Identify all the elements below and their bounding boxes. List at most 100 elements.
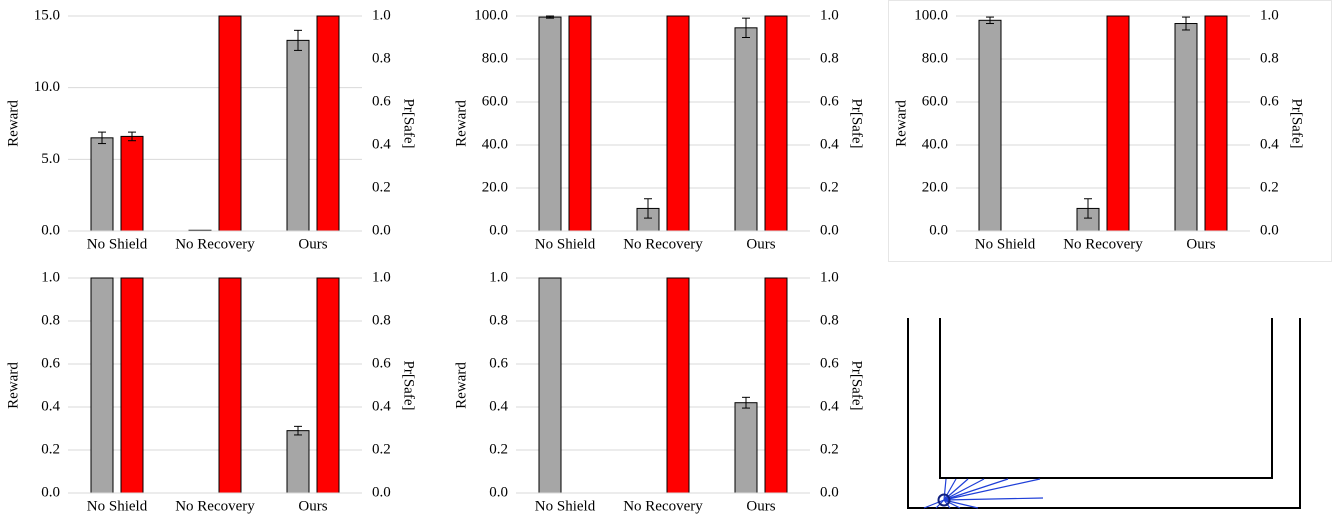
y2-tick-label: 0.6: [820, 93, 839, 109]
x-tick-label: Ours: [1186, 236, 1215, 252]
y-tick-label: 80.0: [922, 50, 948, 66]
y2-tick-label: 0.6: [372, 93, 391, 109]
chart-panel: 0.00.20.40.60.81.00.00.20.40.60.81.0Rewa…: [0, 262, 440, 518]
y-tick-label: 1.0: [489, 269, 508, 285]
x-tick-label: Ours: [298, 236, 327, 252]
y-tick-label: 0.4: [41, 398, 60, 414]
y2-axis-label: Pr[Safe]: [401, 99, 417, 149]
y2-tick-label: 0.4: [372, 136, 391, 152]
y2-tick-label: 0.8: [820, 312, 839, 328]
inner-wall: [940, 318, 1272, 478]
y-tick-label: 40.0: [482, 136, 508, 152]
bar: [121, 278, 143, 493]
y-axis-label: Reward: [453, 362, 469, 409]
y-tick-label: 100.0: [474, 7, 508, 23]
y-tick-label: 20.0: [482, 179, 508, 195]
y2-tick-label: 0.8: [372, 312, 391, 328]
chart-panel: 0.020.040.060.080.0100.00.00.20.40.60.81…: [448, 0, 888, 259]
y-axis-label: Reward: [893, 100, 909, 147]
bar: [317, 278, 339, 493]
y-tick-label: 80.0: [482, 50, 508, 66]
y2-tick-label: 0.2: [372, 441, 391, 457]
y2-tick-label: 0.0: [372, 484, 391, 500]
y-tick-label: 0.0: [41, 222, 60, 238]
y-tick-label: 0.2: [489, 441, 508, 457]
bar: [667, 16, 689, 231]
bar: [287, 40, 309, 231]
y-tick-label: 0.0: [41, 484, 60, 500]
y2-tick-label: 0.4: [820, 398, 839, 414]
y2-tick-label: 0.2: [372, 179, 391, 195]
y-axis-label: Reward: [453, 100, 469, 147]
y-tick-label: 0.0: [489, 484, 508, 500]
bar: [539, 17, 561, 231]
y2-tick-label: 0.2: [820, 179, 839, 195]
y2-tick-label: 0.8: [372, 50, 391, 66]
y-tick-label: 0.8: [41, 312, 60, 328]
bar: [735, 403, 757, 493]
y-tick-label: 0.6: [41, 355, 60, 371]
y-tick-label: 0.4: [489, 398, 508, 414]
x-tick-label: No Recovery: [623, 236, 703, 252]
y2-tick-label: 0.0: [372, 222, 391, 238]
y2-tick-label: 0.4: [820, 136, 839, 152]
chart-panel: 0.00.20.40.60.81.00.00.20.40.60.81.0Rewa…: [448, 262, 888, 518]
y2-tick-label: 0.0: [1260, 222, 1279, 238]
bar: [317, 16, 339, 231]
y2-tick-label: 0.0: [820, 484, 839, 500]
bar: [219, 16, 241, 231]
y2-tick-label: 0.8: [1260, 50, 1279, 66]
y2-tick-label: 0.6: [820, 355, 839, 371]
y-tick-label: 60.0: [922, 93, 948, 109]
y-tick-label: 40.0: [922, 136, 948, 152]
y2-tick-label: 0.2: [1260, 179, 1279, 195]
y2-axis-label: Pr[Safe]: [1289, 99, 1305, 149]
environment-diagram: [888, 262, 1332, 518]
bar: [735, 28, 757, 231]
y-tick-label: 0.8: [489, 312, 508, 328]
y2-tick-label: 0.0: [820, 222, 839, 238]
y2-tick-label: 0.6: [372, 355, 391, 371]
y-tick-label: 15.0: [34, 7, 60, 23]
y-tick-label: 100.0: [914, 7, 948, 23]
x-tick-label: No Shield: [535, 498, 596, 514]
x-tick-label: No Shield: [535, 236, 596, 252]
y-tick-label: 0.2: [41, 441, 60, 457]
y2-tick-label: 1.0: [372, 7, 391, 23]
x-tick-label: Ours: [746, 498, 775, 514]
chart-panel: 0.0 20.0 40.0 60.0 80.0 100.0 0.0 0.2 0.4 0.6 0.8 1…: [888, 0, 1332, 262]
y-axis-label: Reward: [5, 100, 21, 147]
bar: [1107, 16, 1129, 231]
y2-tick-label: 1.0: [820, 7, 839, 23]
x-tick-label: Ours: [298, 498, 327, 514]
x-tick-label: No Recovery: [175, 498, 255, 514]
y2-axis-label: Pr[Safe]: [849, 99, 865, 149]
y-tick-label: 5.0: [41, 151, 60, 167]
y-tick-label: 1.0: [41, 269, 60, 285]
lidar-rays: [924, 479, 1043, 508]
x-tick-label: No Shield: [975, 236, 1036, 252]
bar: [287, 431, 309, 493]
y-tick-label: 60.0: [482, 93, 508, 109]
y2-tick-label: 1.0: [820, 269, 839, 285]
y2-tick-label: 0.4: [372, 398, 391, 414]
y-tick-label: 20.0: [922, 179, 948, 195]
figure: 0.05.010.015.00.00.20.40.60.81.0RewardPr…: [0, 0, 1332, 518]
bar: [765, 278, 787, 493]
y2-tick-label: 1.0: [1260, 7, 1279, 23]
bar: [219, 278, 241, 493]
y-tick-label: 0.0: [929, 222, 948, 238]
x-tick-label: No Recovery: [623, 498, 703, 514]
x-tick-label: No Recovery: [175, 236, 255, 252]
y2-axis-label: Pr[Safe]: [849, 361, 865, 411]
bar: [765, 16, 787, 231]
y2-tick-label: 0.8: [820, 50, 839, 66]
y2-axis-label: Pr[Safe]: [401, 361, 417, 411]
bar: [121, 136, 143, 231]
x-tick-label: No Shield: [87, 498, 148, 514]
y2-tick-label: 0.4: [1260, 136, 1279, 152]
y2-tick-label: 0.6: [1260, 93, 1279, 109]
bar: [91, 138, 113, 231]
bar: [569, 16, 591, 231]
